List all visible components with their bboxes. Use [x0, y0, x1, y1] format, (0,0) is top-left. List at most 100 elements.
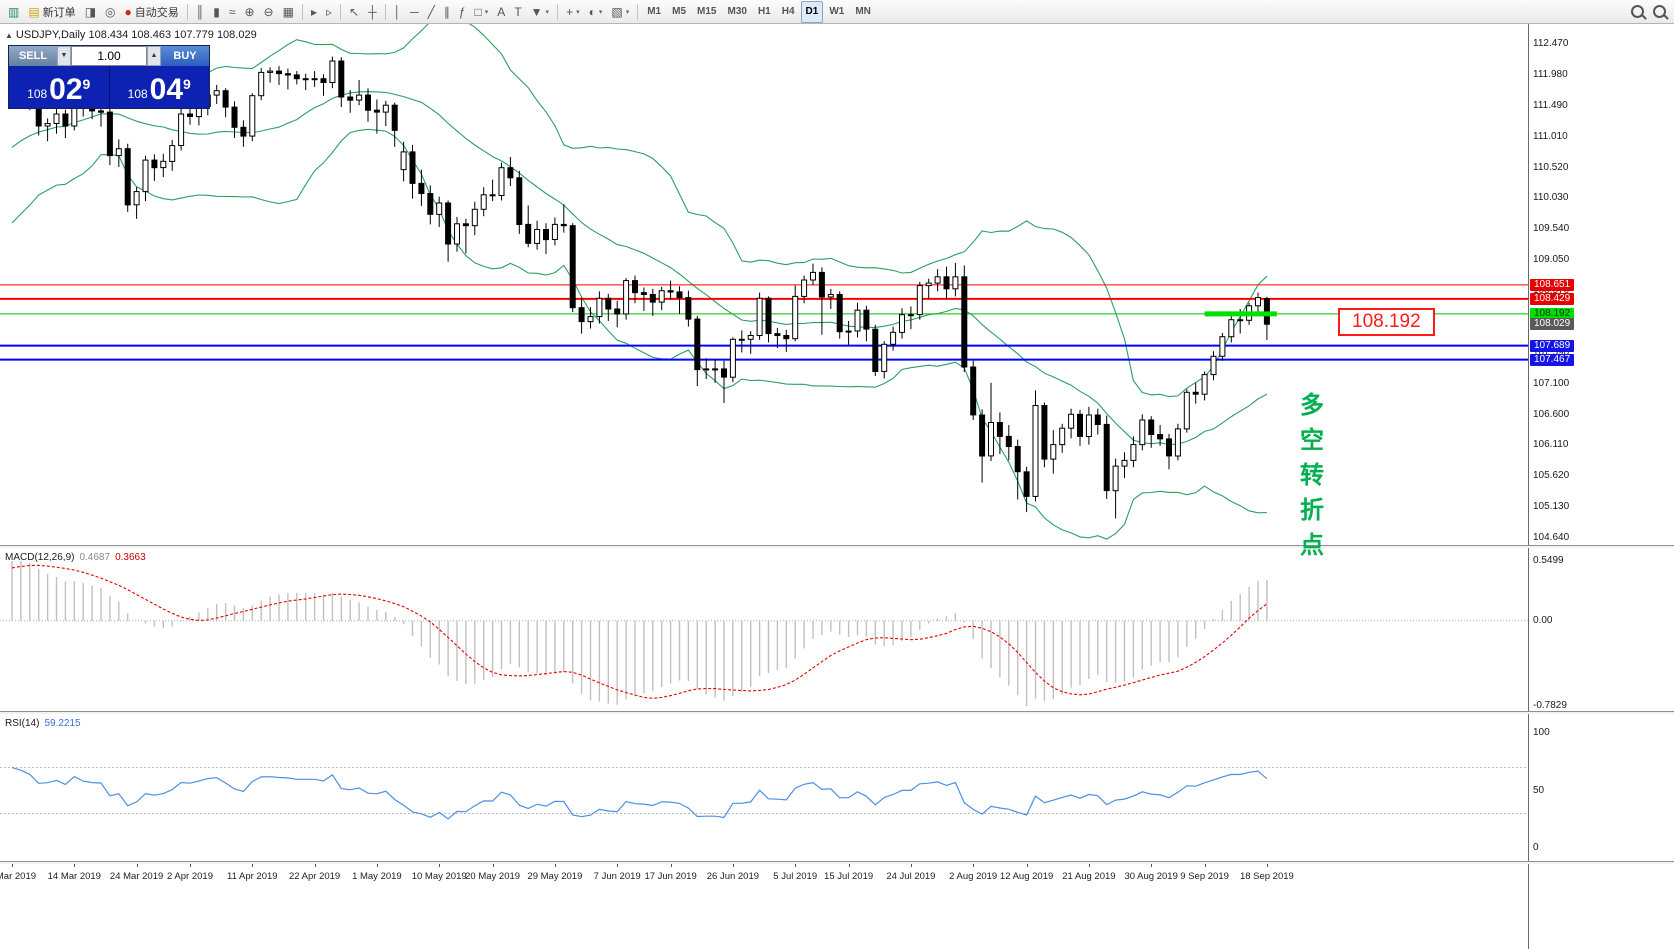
text-label-button-icon: T: [514, 4, 522, 19]
cursor-button[interactable]: ↖: [345, 1, 363, 23]
timeframe-h4-button[interactable]: H4: [777, 1, 800, 23]
quick-search-button[interactable]: [1627, 1, 1648, 23]
arrows-button[interactable]: ▼ ▾: [527, 1, 553, 23]
price-tag-107.689[interactable]: 107.689: [1530, 339, 1575, 352]
price-scale-tick: 105.620: [1533, 470, 1570, 482]
price-tag-108.429[interactable]: 108.429: [1530, 292, 1575, 305]
autotrading-button[interactable]: ● 自动交易: [121, 1, 183, 23]
candles-mode-button[interactable]: ▮: [209, 1, 224, 23]
timeframe-w1-button[interactable]: W1: [824, 1, 849, 23]
price-scale-tick: 106.110: [1533, 439, 1569, 451]
line-mode-button[interactable]: ≈: [225, 1, 240, 23]
timeframe-m15-button[interactable]: M15: [692, 1, 721, 23]
panel-separator[interactable]: [0, 861, 1674, 864]
time-scale-tick: [617, 863, 619, 867]
autotrading-button-icon: ●: [124, 4, 132, 19]
time-scale-tick: [670, 863, 672, 867]
magnifier-icon: [1631, 5, 1644, 18]
tile-windows-button[interactable]: ▦: [279, 1, 298, 23]
timeframe-mn-button[interactable]: MN: [850, 1, 876, 23]
chevron-down-icon: ▾: [598, 8, 603, 16]
bars-mode-button[interactable]: ║: [192, 1, 209, 23]
price-tag-108.192[interactable]: 108.192: [1530, 307, 1575, 320]
time-scale-label: 24 Jul 2019: [886, 871, 936, 882]
text-button[interactable]: A: [493, 1, 509, 23]
panel-separator[interactable]: [0, 545, 1674, 548]
timeframe-h1-button-label: H1: [757, 6, 771, 17]
channel-button[interactable]: ∥: [440, 1, 454, 23]
price-tag-107.467[interactable]: 107.467: [1530, 353, 1575, 366]
shapes-button[interactable]: □ ▾: [471, 1, 493, 23]
horizontal-line-button[interactable]: ─: [406, 1, 423, 23]
charts-cycle-button[interactable]: ◎: [101, 1, 119, 23]
auto-scroll-button[interactable]: ▸: [307, 1, 321, 23]
timeframe-m15-button-label: M15: [697, 6, 717, 17]
time-scale-label: 18 Sep 2019: [1239, 871, 1294, 882]
main-toolbar: ▥ ▤ 新订单 ◨ ◎ ● 自动交易 ║ ▮ ≈ ⊕ ⊖ ▦ ▸ ▹ ↖ ┼ │ ─ ╱ ∥ ƒ □ ▾ A T ▼ ▾ + ▾ ◐ ▾ ▧ ▾ M…: [0, 0, 1674, 24]
time-scale-label: 29 May 2019: [527, 871, 583, 882]
zoom-out-button[interactable]: ⊖: [260, 1, 278, 23]
price-annotation[interactable]: 108.192: [1338, 308, 1435, 336]
volume-decrease-button[interactable]: ▼: [57, 46, 71, 66]
fibonacci-button[interactable]: ƒ: [455, 1, 470, 23]
time-scale-tick: [1026, 863, 1028, 867]
magnifier-icon: [1653, 5, 1666, 18]
tile-windows-button-icon: ▦: [282, 4, 294, 19]
timeframe-h1-button[interactable]: H1: [753, 1, 776, 23]
sell-price-display[interactable]: 108 02 9: [9, 66, 110, 108]
text-button-icon: A: [497, 4, 506, 19]
zoom-in-button[interactable]: ⊕: [240, 1, 258, 23]
time-scale-tick: [910, 863, 912, 867]
arrows-button-icon: ▼: [530, 4, 543, 19]
trendline-button[interactable]: ╱: [424, 1, 439, 23]
indicators-button-icon: +: [566, 4, 574, 19]
text-label-button[interactable]: T: [510, 1, 525, 23]
sell-price-big: 02: [49, 73, 83, 106]
time-scale-tick: [136, 863, 138, 867]
collapse-trade-panel-icon[interactable]: ▲: [5, 31, 13, 40]
rsi-panel-canvas[interactable]: [0, 713, 1528, 863]
timeframe-w1-button-label: W1: [829, 6, 845, 17]
price-tag-108.029[interactable]: 108.029: [1530, 318, 1575, 331]
charts-cycle-button-icon: ◎: [105, 4, 116, 19]
rsi-value: 59.2215: [44, 718, 81, 729]
new-order-button-label: 新订单: [42, 6, 76, 19]
price-tag-108.651[interactable]: 108.651: [1530, 278, 1575, 291]
volume-increase-button[interactable]: ▲: [147, 46, 161, 66]
price-scale[interactable]: 112.470 111.980 111.490 111.010 110.520 110.0…: [1528, 24, 1674, 949]
panel-separator[interactable]: [0, 711, 1674, 714]
macd-title: MACD(12,26,9): [5, 552, 75, 563]
timeframe-d1-button[interactable]: D1: [800, 0, 824, 23]
price-scale-tick: 109.540: [1533, 223, 1570, 235]
sell-price-sup: 9: [82, 76, 91, 92]
toolbar-separator: [384, 3, 386, 20]
timeframe-m5-button[interactable]: M5: [667, 1, 691, 23]
sell-price-prefix: 108: [27, 87, 48, 101]
sell-button[interactable]: SELL: [9, 46, 57, 66]
buy-price-display[interactable]: 108 04 9: [110, 66, 210, 108]
chart-shift-button[interactable]: ▹: [322, 1, 336, 23]
timeframe-h4-button-label: H4: [781, 6, 795, 17]
price-chart-canvas[interactable]: [0, 24, 1528, 547]
time-scale-label: 26 Jun 2019: [706, 871, 760, 882]
profiles-button[interactable]: ◨: [81, 1, 100, 23]
symbol-period-label: USDJPY,Daily: [15, 29, 86, 41]
time-scale-tick: [492, 863, 494, 867]
volume-input[interactable]: [71, 46, 147, 66]
crosshair-button[interactable]: ┼: [364, 1, 381, 23]
indicators-button[interactable]: + ▾: [562, 1, 584, 23]
vertical-line-button[interactable]: │: [390, 1, 406, 23]
macd-header: MACD(12,26,9) 0.4687 0.3663: [5, 552, 146, 563]
timeframe-m30-button[interactable]: M30: [722, 1, 751, 23]
macd-panel-canvas[interactable]: [0, 547, 1528, 713]
help-search-button[interactable]: [1649, 1, 1670, 23]
note-annotation[interactable]: 多空转折点: [1300, 392, 1327, 559]
new-chart-button[interactable]: ▥: [4, 1, 23, 23]
new-order-button[interactable]: ▤ 新订单: [24, 1, 79, 23]
buy-button[interactable]: BUY: [161, 46, 209, 66]
chevron-down-icon: ▾: [545, 8, 550, 16]
timeframe-m1-button[interactable]: M1: [642, 1, 666, 23]
periods-button[interactable]: ◐ ▾: [585, 1, 607, 23]
templates-button[interactable]: ▧ ▾: [607, 1, 633, 23]
